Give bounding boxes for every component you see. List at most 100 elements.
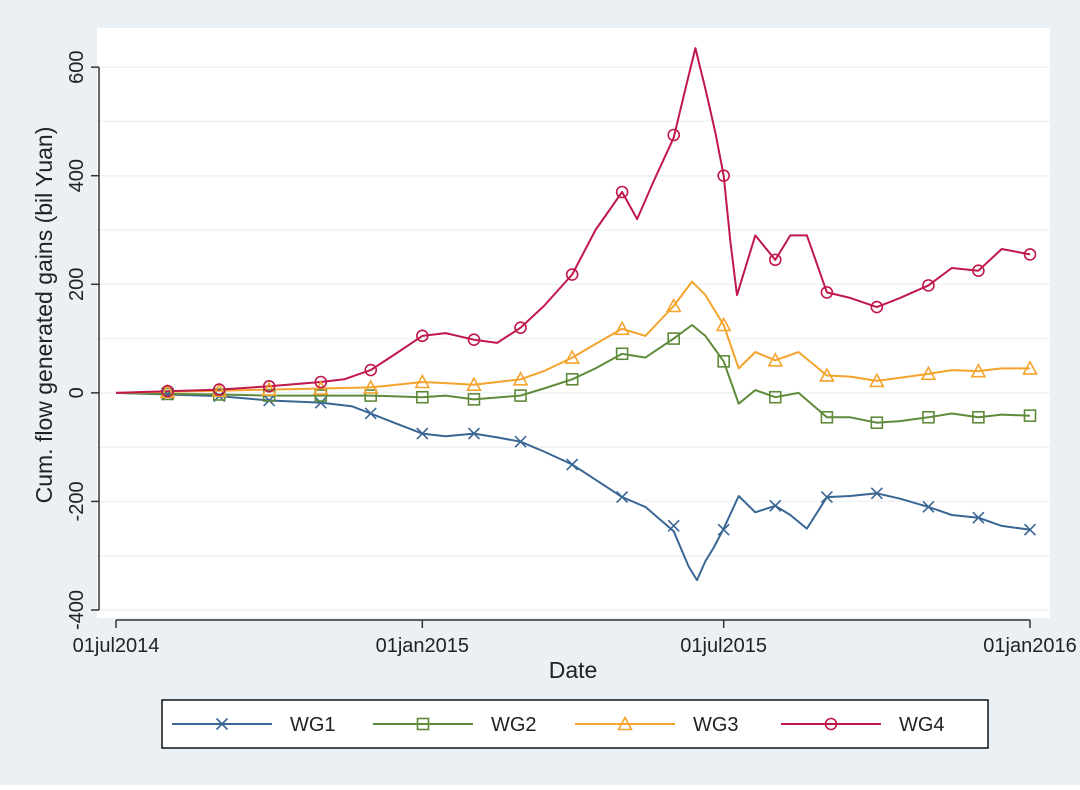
- square-marker: [922, 410, 935, 424]
- axes: -400 -200 0 200 400 600 01jul2014 01jan2015 01ju…: [66, 50, 1077, 657]
- y-axis-title: Cum. flow generated gains (bil Yuan): [31, 127, 57, 504]
- circle-marker: [262, 380, 276, 393]
- circle-marker: [615, 185, 629, 199]
- circle-marker: [514, 321, 527, 335]
- circle-marker: [717, 169, 730, 183]
- square-marker: [364, 389, 378, 402]
- x-marker: [364, 407, 377, 420]
- x-tick-label: 01jul2015: [680, 635, 767, 657]
- x-marker: [215, 717, 229, 731]
- x-marker: [1023, 523, 1037, 536]
- circle-marker: [364, 363, 378, 377]
- circle-marker: [922, 279, 935, 292]
- legend-item-wg3: WG3: [575, 714, 739, 736]
- legend-label-wg2: WG2: [491, 714, 537, 736]
- series-lines: [115, 47, 1031, 582]
- triangle-marker: [564, 349, 581, 364]
- legend-label-wg1: WG1: [290, 714, 336, 736]
- series-line-wg1: [115, 391, 1031, 582]
- triangle-marker: [614, 320, 630, 336]
- x-marker: [514, 435, 527, 448]
- triangle-marker: [819, 367, 835, 382]
- triangle-marker: [512, 371, 529, 386]
- x-marker: [467, 427, 481, 440]
- x-marker: [667, 519, 680, 532]
- circle-marker: [467, 333, 481, 346]
- x-marker: [870, 487, 883, 500]
- triangle-marker: [414, 373, 431, 389]
- square-marker: [416, 717, 430, 731]
- y-tick-label: 200: [66, 268, 88, 301]
- circle-marker: [314, 375, 328, 389]
- x-marker: [314, 396, 327, 409]
- x-marker: [972, 511, 985, 524]
- x-marker: [769, 499, 782, 512]
- circle-marker: [768, 253, 782, 267]
- triangle-marker: [466, 376, 482, 392]
- square-marker: [314, 389, 328, 402]
- square-marker: [416, 390, 429, 404]
- circle-marker: [870, 300, 884, 314]
- square-marker: [615, 347, 629, 361]
- square-marker: [565, 372, 579, 386]
- triangle-marker: [920, 365, 937, 381]
- x-tick-label: 01jul2014: [73, 635, 160, 657]
- legend-label-wg4: WG4: [899, 714, 945, 736]
- x-tick-label: 01jan2015: [376, 635, 469, 657]
- circle-marker: [667, 128, 681, 142]
- circle-marker: [416, 329, 429, 343]
- y-tick-label: 600: [66, 50, 88, 83]
- circle-marker: [820, 286, 834, 299]
- triangle-marker: [362, 379, 379, 394]
- x-tick-label: 01jan2016: [983, 635, 1076, 657]
- legend: WG1 WG2 WG3 WG4: [161, 699, 989, 749]
- x-marker: [566, 458, 579, 471]
- y-tick-label: -200: [66, 481, 88, 521]
- square-marker: [870, 416, 884, 430]
- triangle-marker: [970, 362, 987, 378]
- triangle-marker: [312, 380, 329, 395]
- square-marker: [514, 389, 527, 402]
- triangle-marker: [261, 381, 278, 396]
- legend-label-wg3: WG3: [693, 714, 739, 736]
- triangle-marker: [617, 715, 633, 731]
- plot-area: [97, 28, 1050, 618]
- triangle-marker: [868, 372, 885, 388]
- x-marker: [922, 500, 935, 513]
- circle-marker: [972, 264, 985, 278]
- square-marker: [972, 410, 985, 424]
- x-axis-title: Date: [549, 657, 598, 683]
- square-marker: [717, 355, 730, 368]
- x-marker: [416, 427, 429, 440]
- triangle-marker: [1022, 360, 1038, 375]
- square-marker: [1023, 409, 1037, 422]
- circle-marker: [565, 268, 579, 281]
- series-line-wg4: [115, 47, 1031, 394]
- legend-item-wg1: WG1: [172, 714, 336, 736]
- triangle-marker: [715, 316, 732, 332]
- series-line-wg3: [115, 280, 1030, 394]
- grid-lines: [97, 66, 1050, 611]
- x-marker: [616, 491, 629, 504]
- square-marker: [820, 410, 834, 424]
- square-marker: [467, 393, 481, 406]
- y-tick-label: 0: [66, 387, 88, 398]
- y-tick-label: -400: [66, 590, 88, 630]
- x-marker: [820, 491, 833, 504]
- triangle-marker: [211, 382, 228, 397]
- series-markers: [159, 128, 1038, 536]
- circle-marker: [212, 383, 226, 396]
- square-marker: [768, 390, 782, 404]
- square-marker: [667, 332, 681, 345]
- circle-marker: [161, 384, 174, 398]
- circle-marker: [824, 717, 838, 731]
- legend-item-wg4: WG4: [781, 714, 945, 736]
- series-markers-wg2: [161, 332, 1037, 430]
- y-tick-label: 400: [66, 159, 88, 192]
- triangle-marker: [665, 297, 682, 313]
- series-markers-wg3: [159, 297, 1038, 399]
- circle-marker: [1023, 248, 1037, 261]
- x-marker: [717, 523, 730, 536]
